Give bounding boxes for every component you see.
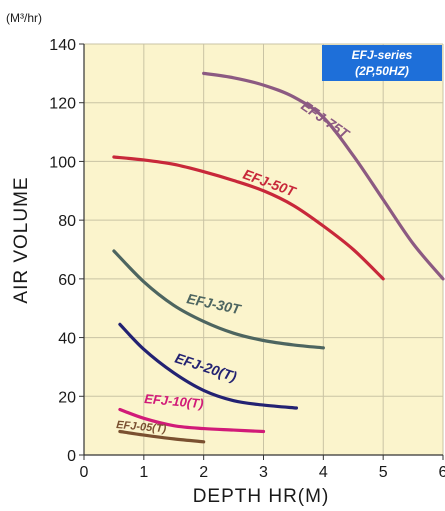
y-tick-label: 40: [58, 331, 76, 348]
y-tick-label: 0: [67, 448, 76, 465]
y-axis-unit: (M³/hr): [6, 11, 42, 25]
x-tick-label: 4: [319, 464, 328, 481]
y-tick-labels: 0 20 40 60 80 100 120 140: [49, 37, 84, 465]
y-tick-label: 80: [58, 213, 76, 230]
series-curves: [112, 71, 445, 444]
series-line-efj-05-t: [118, 429, 206, 444]
y-tick-label: 20: [58, 389, 76, 406]
y-tick-label: 100: [49, 154, 76, 171]
y-tick-label: 140: [49, 37, 76, 54]
x-tick-label: 3: [259, 464, 268, 481]
x-tick-labels: 0 1 2 3 4 5 6: [80, 455, 445, 481]
series-label: EFJ-10(T): [144, 391, 204, 411]
x-tick-label: 0: [80, 464, 89, 481]
y-tick-label: 120: [49, 96, 76, 113]
x-axis-title: DEPTH HR(M): [193, 486, 330, 507]
series-badge-line2: (2P,50HZ): [355, 64, 409, 78]
x-tick-label: 2: [199, 464, 208, 481]
x-tick-label: 6: [439, 464, 445, 481]
y-axis-title: AIR VOLUME: [11, 176, 32, 303]
series-line-efj-10-t: [118, 407, 266, 434]
y-tick-label: 60: [58, 272, 76, 289]
x-tick-label: 5: [379, 464, 388, 481]
series-label: EFJ-05(T): [116, 419, 167, 435]
series-line-efj-75t: [202, 71, 445, 281]
series-badge: EFJ-series (2P,50HZ): [322, 45, 442, 81]
series-line-efj-50t: [112, 155, 385, 281]
series-badge-box: [322, 45, 442, 81]
series-line-efj-30t: [112, 249, 325, 350]
x-tick-label: 1: [139, 464, 148, 481]
series-badge-line1: EFJ-series: [352, 48, 413, 62]
series-line-efj-20-t: [118, 322, 299, 410]
